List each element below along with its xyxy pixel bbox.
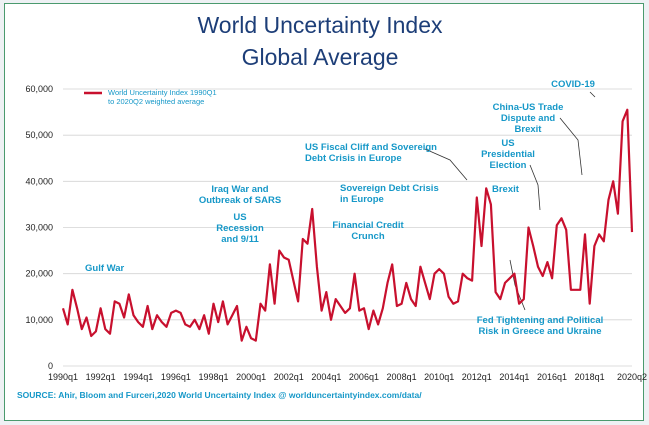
x-tick-label: 2012q1	[462, 372, 492, 382]
annotation-leader	[589, 91, 596, 98]
annotation-label: Debt Crisis in Europe	[305, 153, 402, 164]
x-tick-label: 2004q1	[311, 372, 341, 382]
x-tick-label: 1992q1	[86, 372, 116, 382]
annotation-label: Dispute and	[501, 113, 556, 124]
chart-card	[4, 3, 644, 421]
x-tick-label: 2010q1	[424, 372, 454, 382]
x-tick-label: 2014q1	[499, 372, 529, 382]
annotation-label: Recession	[216, 223, 264, 234]
annotation-leader	[509, 259, 526, 311]
x-tick-label: 2020q2	[617, 372, 647, 382]
x-tick-label: 1994q1	[123, 372, 153, 382]
x-tick-label: 2002q1	[274, 372, 304, 382]
series-line	[61, 108, 634, 342]
annotation-label: Election	[490, 160, 527, 171]
annotation-label: Brexit	[515, 124, 543, 135]
annotation-leader	[529, 164, 541, 211]
y-axis-ticks: 0 10,000 20,000 30,000 40,000 50,000 60,000	[25, 84, 53, 371]
legend-label-line-1: World Uncertainty Index 1990Q1	[108, 88, 217, 97]
annotation-label: Gulf War	[85, 263, 125, 274]
y-tick-label: 30,000	[25, 223, 53, 233]
annotation-label: Presidential	[481, 149, 535, 160]
annotation-leader	[559, 117, 583, 176]
annotation-label: Financial Credit	[332, 220, 404, 231]
x-tick-label: 1998q1	[198, 372, 228, 382]
annotation-label: COVID-19	[551, 79, 595, 90]
annotation-leader	[424, 148, 468, 181]
annotation-label: Iraq War and	[211, 184, 268, 195]
x-tick-label: 1996q1	[161, 372, 191, 382]
annotation-label: US	[233, 212, 246, 223]
source-note: SOURCE: Ahir, Bloom and Furceri,2020 Wor…	[17, 390, 422, 400]
x-axis-ticks: 1990q1 1992q1 1994q1 1996q1 1998q1 2000q1 2002…	[48, 372, 647, 382]
gridlines	[63, 88, 632, 367]
annotation-label: Fed Tightening and Political	[477, 315, 604, 326]
y-tick-label: 50,000	[25, 130, 53, 140]
legend: World Uncertainty Index 1990Q1 to 2020Q2…	[84, 88, 217, 106]
x-tick-label: 2016q1	[537, 372, 567, 382]
annotation-label: and 9/11	[221, 234, 259, 245]
legend-label-line-2: to 2020Q2 weighted average	[108, 97, 204, 106]
annotation-label: Brexit	[492, 184, 520, 195]
y-tick-label: 40,000	[25, 176, 53, 186]
annotation-label: US	[501, 138, 514, 149]
y-tick-label: 60,000	[25, 84, 53, 94]
y-tick-label: 0	[48, 361, 53, 371]
annotation-label: Risk in Greece and Ukraine	[478, 326, 601, 337]
annotation-label: in Europe	[340, 194, 384, 205]
annotation-label: Crunch	[351, 231, 384, 242]
annotation-label: Sovereign Debt Crisis	[340, 183, 439, 194]
x-tick-label: 2008q1	[387, 372, 417, 382]
y-tick-label: 10,000	[25, 315, 53, 325]
annotation-label: US Fiscal Cliff and Sovereign	[305, 142, 437, 153]
x-tick-label: 1990q1	[48, 372, 78, 382]
y-tick-label: 20,000	[25, 269, 53, 279]
chart-title-line-1: World Uncertainty Index	[197, 12, 443, 38]
chart-title-line-2: Global Average	[242, 44, 399, 70]
x-tick-label: 2000q1	[236, 372, 266, 382]
annotation-label: China-US Trade	[493, 102, 564, 113]
annotation-label: Outbreak of SARS	[199, 195, 281, 206]
x-tick-label: 2018q1	[575, 372, 605, 382]
x-tick-label: 2006q1	[349, 372, 379, 382]
